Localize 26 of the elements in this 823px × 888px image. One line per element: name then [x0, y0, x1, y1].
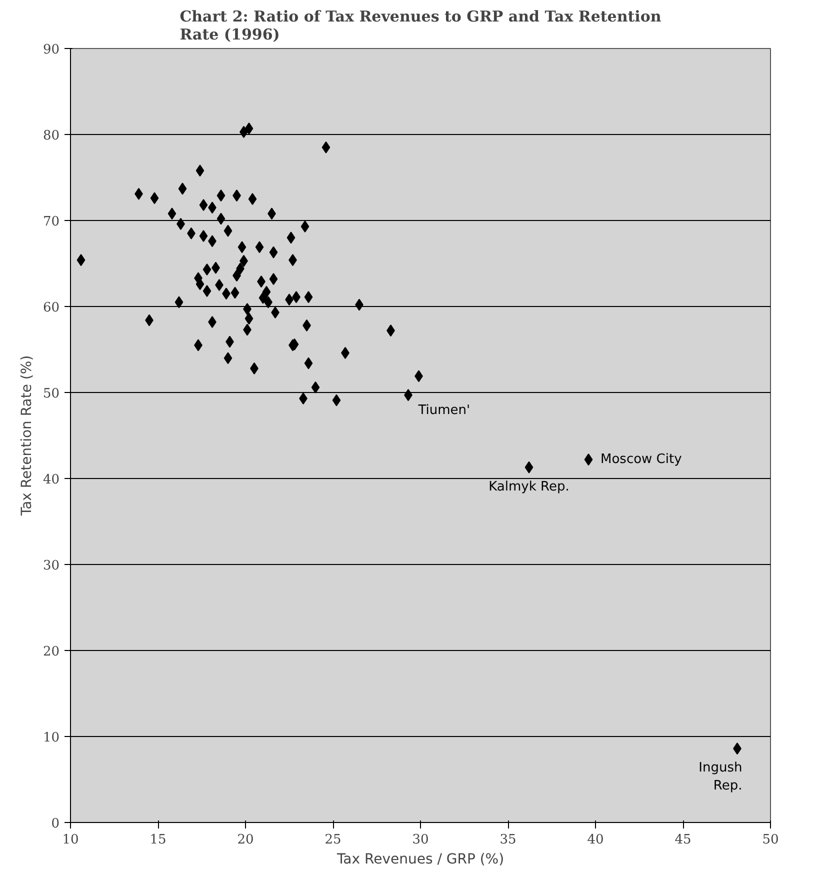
x-tick-label: 40 — [587, 832, 604, 848]
annotation: Kalmyk Rep. — [488, 479, 570, 494]
annotation: Ingush Rep. — [698, 760, 742, 794]
y-tick-label: 70 — [42, 214, 60, 230]
x-tick-label: 10 — [62, 832, 79, 848]
chart-title: Chart 2: Ratio of Tax Revenues to GRP and Tax Retention Rate (1996) — [180, 8, 662, 44]
x-tick-label: 25 — [324, 832, 342, 848]
y-tick-label: 50 — [42, 386, 60, 402]
x-tick-label: 30 — [412, 832, 429, 848]
x-tick-label: 35 — [500, 832, 516, 848]
x-tick-label: 45 — [674, 832, 692, 848]
x-tick-label: 15 — [150, 832, 166, 848]
x-axis-title: Tax Revenues / GRP (%) — [336, 852, 504, 868]
annotation: Moscow City — [600, 452, 682, 468]
y-tick-label: 0 — [51, 816, 60, 832]
y-tick-label: 80 — [42, 128, 60, 144]
x-tick-label: 20 — [237, 832, 254, 848]
x-tick-label: 50 — [762, 832, 779, 848]
y-tick-label: 40 — [42, 472, 60, 488]
y-tick-label: 90 — [42, 42, 60, 58]
y-axis-title: Tax Retention Rate (%) — [18, 355, 35, 517]
y-tick-label: 10 — [42, 730, 60, 746]
y-tick-label: 20 — [42, 644, 60, 660]
y-tick-label: 30 — [42, 558, 60, 574]
y-tick-label: 60 — [42, 300, 60, 316]
annotation: Tiumen' — [417, 403, 470, 418]
